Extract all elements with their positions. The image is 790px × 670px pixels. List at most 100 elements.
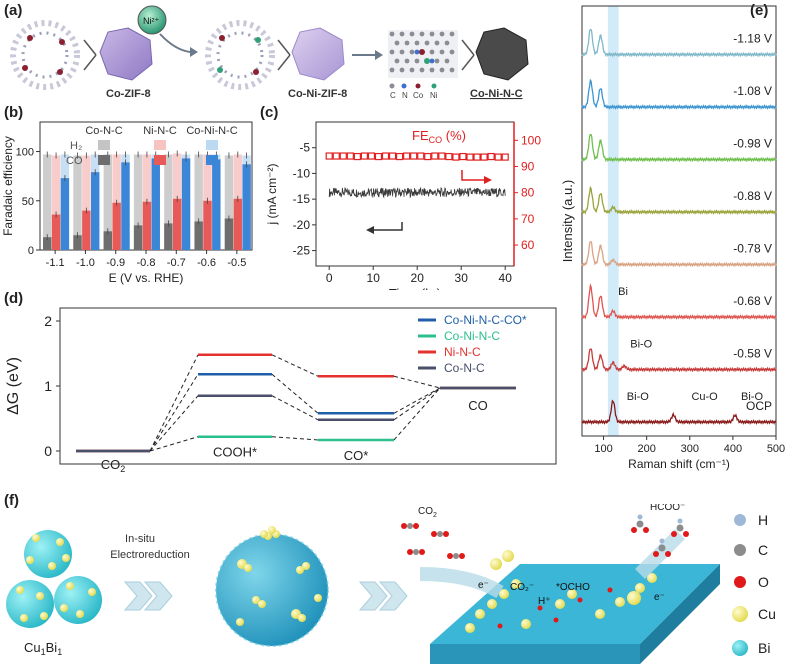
bar-h2	[133, 154, 143, 250]
y-axis-label: j (mA cm⁻²)	[265, 164, 279, 226]
bar-co	[43, 237, 52, 250]
spectrum-label: OCP	[746, 399, 772, 413]
fe-co-point	[332, 152, 340, 160]
peak-annotation: Bi-O	[627, 391, 649, 403]
energy-connector	[393, 375, 441, 389]
x-tick-label: -0.9	[106, 257, 125, 269]
label-co2-top: CO2	[418, 506, 437, 519]
fe-co-point	[381, 152, 390, 160]
plot-frame	[581, 5, 777, 437]
x-tick-label: -1.1	[46, 257, 65, 269]
peak-annotation: Cu-O	[691, 391, 718, 403]
legend-label: Co-Ni-N-C-CO*	[444, 313, 527, 327]
fe-co-point	[494, 153, 502, 161]
x-tick-label: 0	[326, 271, 333, 285]
catalyst-surface	[430, 550, 720, 664]
co2-flow-arrow	[419, 567, 504, 599]
label-electron-right: e⁻	[654, 592, 665, 603]
legend-label: Ni-N-C	[444, 345, 481, 359]
bar-co	[224, 218, 234, 250]
legend-o-label: O	[758, 574, 769, 590]
bar-co	[112, 202, 121, 250]
panel-f-schematic: Cu1Bi1 In-situ Electroreduction	[6, 504, 776, 664]
legend-cu-label: Cu	[758, 606, 776, 622]
panel-label-c: (c)	[260, 104, 279, 121]
hcoo-molecules	[631, 514, 689, 557]
bar-co	[173, 198, 182, 250]
bar-co	[82, 210, 91, 250]
highlight-band	[607, 6, 619, 436]
co-ni-n-c-polyhedron	[475, 27, 529, 81]
label-electron-left: e⁻	[478, 580, 489, 591]
fe-co-point	[360, 152, 369, 160]
fe-arrow	[461, 170, 484, 181]
x-tick-label: 200	[637, 443, 655, 455]
energy-connector	[393, 387, 441, 421]
y2-tick-label: 60	[521, 238, 535, 252]
legend-row-co: CO	[66, 155, 83, 167]
chevron-arrow-icon-2	[358, 581, 408, 611]
legend-o-icon	[734, 576, 746, 588]
j-arrow	[374, 222, 403, 231]
state-label: CO	[468, 398, 488, 413]
bar-co	[51, 214, 61, 250]
fe-co-point	[459, 152, 467, 161]
atom-legend-c: C	[390, 91, 396, 100]
label-in-situ: In-situ	[125, 533, 155, 545]
reconstructed-sphere	[215, 526, 329, 647]
y-tick-label: 1	[44, 378, 52, 394]
y2-tick-label: 80	[521, 186, 535, 200]
bar-h2	[103, 154, 113, 250]
fe-co-point	[367, 152, 376, 160]
x-tick-label: -0.8	[137, 257, 156, 269]
spectrum-label: -0.68 V	[733, 294, 772, 308]
hcoo-flow-arrow	[635, 529, 685, 579]
y-tick-label: -5	[299, 141, 310, 155]
chevron-arrow-icon	[123, 581, 173, 611]
legend-h-icon	[734, 514, 746, 526]
energy-connector	[271, 354, 319, 377]
panel-label-b: (b)	[4, 104, 24, 121]
legend-swatch-co	[206, 155, 218, 165]
bar-h2	[73, 155, 82, 250]
fe-co-point	[388, 152, 397, 160]
spectrum-label: -0.98 V	[733, 137, 772, 151]
legend-swatch-co	[154, 155, 166, 165]
x-tick-label: 300	[681, 443, 699, 455]
bar-co	[194, 221, 203, 250]
fe-co-point	[466, 153, 474, 161]
bar-co	[90, 172, 100, 250]
y-tick-label: -10	[293, 166, 311, 180]
chart-e-raman: 100 200 300 400 500 Raman shift (cm⁻¹) Intensi…	[562, 5, 785, 471]
panel-label-d: (d)	[4, 290, 24, 307]
y2-tick-label: 70	[521, 212, 535, 226]
x-tick-label: -0.7	[167, 257, 186, 269]
co-ni-zif8-framework	[205, 20, 275, 90]
x-tick-label: 100	[594, 443, 612, 455]
panel-label-a: (a)	[4, 2, 23, 19]
bar-co	[60, 178, 70, 250]
atom-legend-ni: Ni	[430, 91, 438, 100]
bar-co	[151, 158, 160, 250]
legend-h-label: H	[758, 512, 768, 528]
energy-connector	[271, 395, 319, 421]
label-co-ni-n-c: Co-Ni-N-C	[470, 88, 523, 100]
raman-spectrum	[581, 28, 777, 58]
bar-co	[133, 225, 143, 250]
fe-co-point	[410, 152, 418, 160]
legend-cu-icon	[732, 606, 748, 622]
x-axis-label: Time (hr)	[389, 286, 441, 290]
legend-c-icon	[734, 544, 746, 556]
bar-co	[142, 201, 152, 250]
fe-co-point	[480, 153, 488, 161]
energy-connector	[149, 374, 199, 452]
chart-c-stability: 0 10 20 30 40 Time (hr) -5 -10 -15 -20 -25 j (mA cm…	[265, 121, 541, 290]
atom-legend-n: N	[402, 91, 408, 100]
y-axis-label: Faradaic efficiency	[1, 136, 15, 236]
fe-co-point	[325, 152, 333, 160]
bar-co	[181, 158, 191, 250]
fe-co-point	[473, 153, 481, 161]
energy-connector	[149, 395, 199, 452]
panel-a-schematic: Co-ZIF-8 Ni²⁺ Co-Ni-ZIF-8 C N Co Ni Co	[10, 5, 529, 100]
energy-connector	[271, 373, 319, 414]
